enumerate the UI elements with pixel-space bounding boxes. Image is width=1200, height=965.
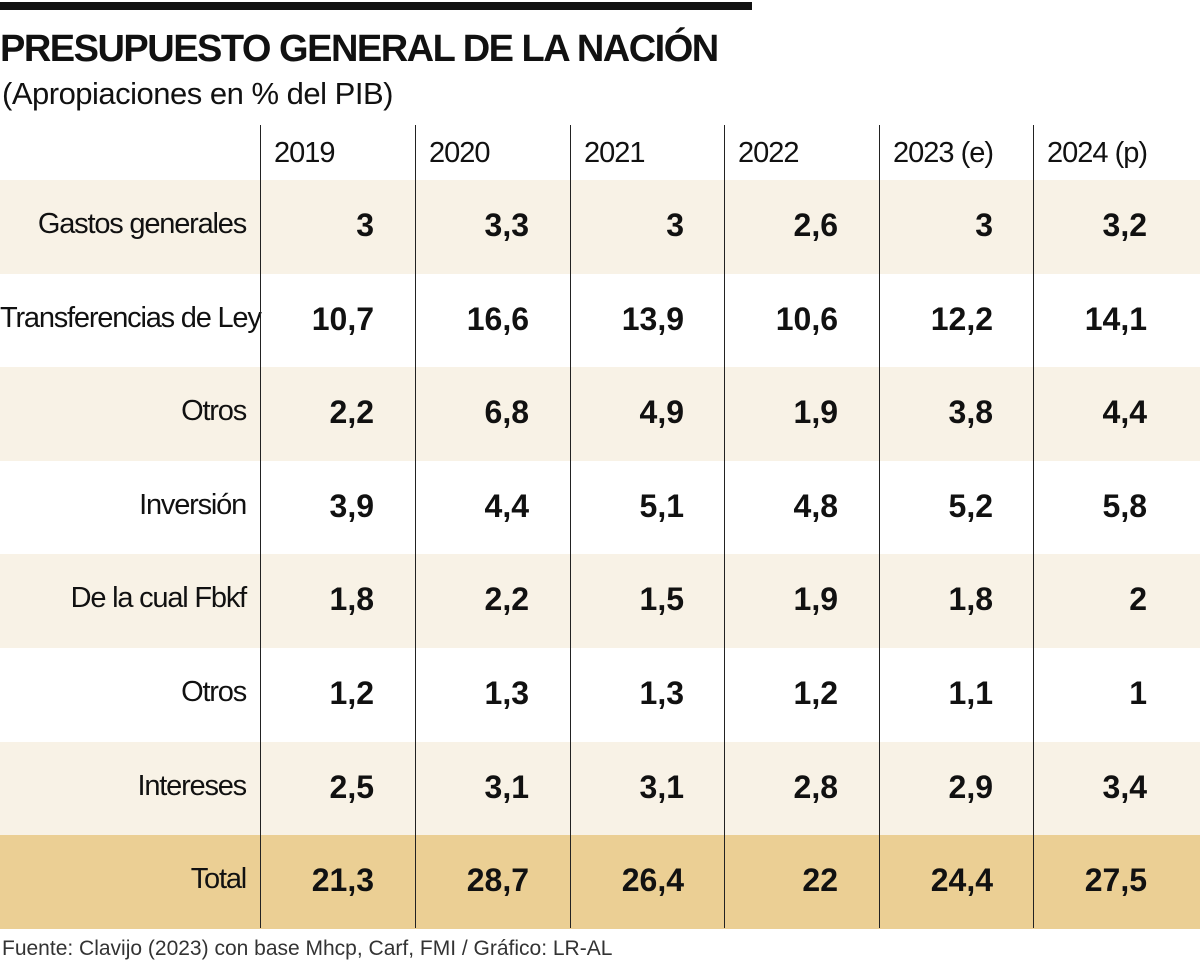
cell-value: 4,4 bbox=[484, 487, 529, 524]
source: Fuente: Clavijo (2023) con base Mhcp, Ca… bbox=[2, 937, 613, 960]
cell-value: 3,4 bbox=[1102, 768, 1147, 805]
cell-value: 26,4 bbox=[621, 862, 684, 899]
subtitle: (Apropiaciones en % del PIB) bbox=[2, 76, 393, 111]
cell-value: 1,5 bbox=[639, 581, 684, 618]
cell-value: 16,6 bbox=[466, 300, 529, 337]
cell-value: 6,8 bbox=[484, 394, 529, 431]
cell-value: 21,3 bbox=[311, 862, 374, 899]
cell-value: 2,2 bbox=[329, 394, 374, 431]
column-header: 2024 (p) bbox=[1047, 137, 1148, 169]
cell-value: 3 bbox=[666, 207, 684, 243]
row-label: Total bbox=[190, 863, 247, 896]
cell-value: 1,8 bbox=[329, 581, 374, 618]
cell-value: 3,1 bbox=[484, 768, 529, 805]
cell-value: 4,8 bbox=[793, 487, 838, 524]
cell-value: 10,6 bbox=[775, 300, 838, 337]
cell-value: 2,2 bbox=[484, 581, 529, 618]
row-label: Otros bbox=[181, 676, 247, 708]
cell-value: 3,9 bbox=[329, 487, 374, 524]
cell-value: 1 bbox=[1129, 675, 1147, 711]
cell-value: 1,2 bbox=[793, 675, 838, 711]
row-label: Gastos generales bbox=[37, 208, 247, 240]
column-header: 2020 bbox=[429, 137, 491, 169]
cell-value: 2,6 bbox=[793, 207, 838, 243]
row-label: Intereses bbox=[137, 769, 248, 802]
cell-value: 28,7 bbox=[466, 862, 529, 899]
row-label: Transferencias de Ley bbox=[0, 301, 262, 334]
column-divider bbox=[1033, 125, 1034, 928]
cell-value: 22 bbox=[802, 862, 838, 899]
column-header: 2022 bbox=[738, 137, 800, 169]
cell-value: 5,2 bbox=[948, 487, 993, 524]
column-divider bbox=[260, 125, 261, 928]
cell-value: 4,9 bbox=[639, 394, 684, 431]
column-divider bbox=[879, 125, 880, 928]
cell-value: 1,9 bbox=[793, 394, 838, 431]
title: PRESUPUESTO GENERAL DE LA NACIÓN bbox=[0, 28, 719, 70]
cell-value: 1,2 bbox=[329, 675, 374, 711]
cell-value: 14,1 bbox=[1084, 300, 1147, 337]
column-divider bbox=[415, 125, 416, 928]
row-band bbox=[0, 741, 1200, 836]
cell-value: 2 bbox=[1129, 581, 1147, 618]
cell-value: 5,8 bbox=[1102, 487, 1147, 524]
column-divider bbox=[570, 125, 571, 928]
cell-value: 2,5 bbox=[329, 768, 374, 805]
row-band bbox=[0, 835, 1200, 929]
cell-value: 5,1 bbox=[639, 487, 684, 524]
column-header: 2019 bbox=[274, 137, 336, 169]
cell-value: 3,8 bbox=[948, 394, 993, 431]
cell-value: 12,2 bbox=[930, 300, 993, 337]
row-label: De la cual Fbkf bbox=[70, 582, 248, 615]
cell-value: 1,8 bbox=[948, 581, 993, 618]
column-header: 2021 bbox=[584, 137, 646, 169]
cell-value: 1,3 bbox=[484, 675, 529, 711]
column-divider bbox=[724, 125, 725, 928]
row-band bbox=[0, 367, 1200, 461]
cell-value: 1,9 bbox=[793, 581, 838, 618]
cell-value: 4,4 bbox=[1102, 394, 1147, 431]
cell-value: 3 bbox=[356, 207, 374, 243]
cell-value: 13,9 bbox=[621, 300, 684, 337]
cell-value: 2,8 bbox=[793, 768, 838, 805]
cell-value: 1,3 bbox=[639, 675, 684, 711]
column-header: 2023 (e) bbox=[893, 137, 994, 169]
cell-value: 3,2 bbox=[1102, 207, 1147, 243]
cell-value: 24,4 bbox=[930, 862, 993, 899]
cell-value: 27,5 bbox=[1084, 862, 1147, 899]
cell-value: 3 bbox=[975, 207, 993, 243]
cell-value: 1,1 bbox=[948, 675, 993, 711]
cell-value: 2,9 bbox=[948, 768, 993, 805]
row-label: Otros bbox=[181, 395, 247, 428]
cell-value: 3,3 bbox=[484, 207, 529, 243]
cell-value: 3,1 bbox=[639, 768, 684, 805]
row-label: Inversión bbox=[139, 488, 247, 521]
row-band bbox=[0, 180, 1200, 274]
top-bar bbox=[0, 2, 752, 10]
row-band bbox=[0, 554, 1200, 648]
cell-value: 10,7 bbox=[311, 300, 374, 337]
